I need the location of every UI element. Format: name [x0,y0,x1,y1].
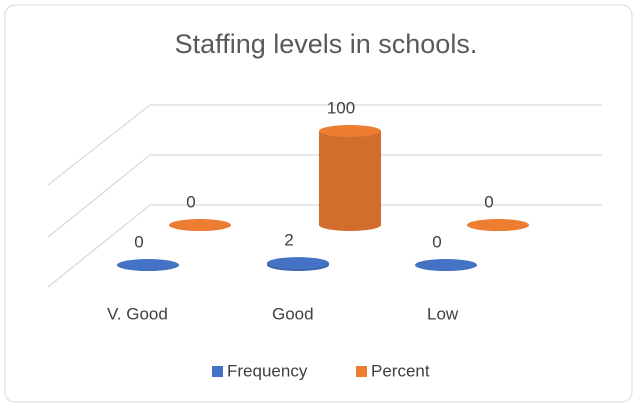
wall-line [47,104,151,186]
data-label: 0 [484,192,493,211]
legend-label: Percent [371,361,430,380]
x-tick-label: V. Good [107,304,168,323]
legend-swatch [356,366,367,377]
legend-swatch [212,366,223,377]
legend-label: Frequency [227,361,308,380]
wall-line [47,154,151,238]
x-tick-label: Low [427,304,459,323]
data-label: 2 [284,231,293,250]
x-tick-label: Good [272,304,314,323]
cylinder-top [319,125,381,137]
cylinder-top [467,219,529,231]
cylinder-top [117,259,179,271]
data-label: 100 [327,98,355,117]
cylinder-top [169,219,231,231]
chart-border [4,4,633,403]
cylinder [319,131,381,231]
data-label: 0 [432,232,441,251]
chart-title: Staffing levels in schools. [175,29,478,59]
cylinder-top [415,259,477,271]
wall-line [47,204,151,288]
cylinder-top [267,257,329,270]
data-label: 0 [186,192,195,211]
data-label: 0 [134,232,143,251]
